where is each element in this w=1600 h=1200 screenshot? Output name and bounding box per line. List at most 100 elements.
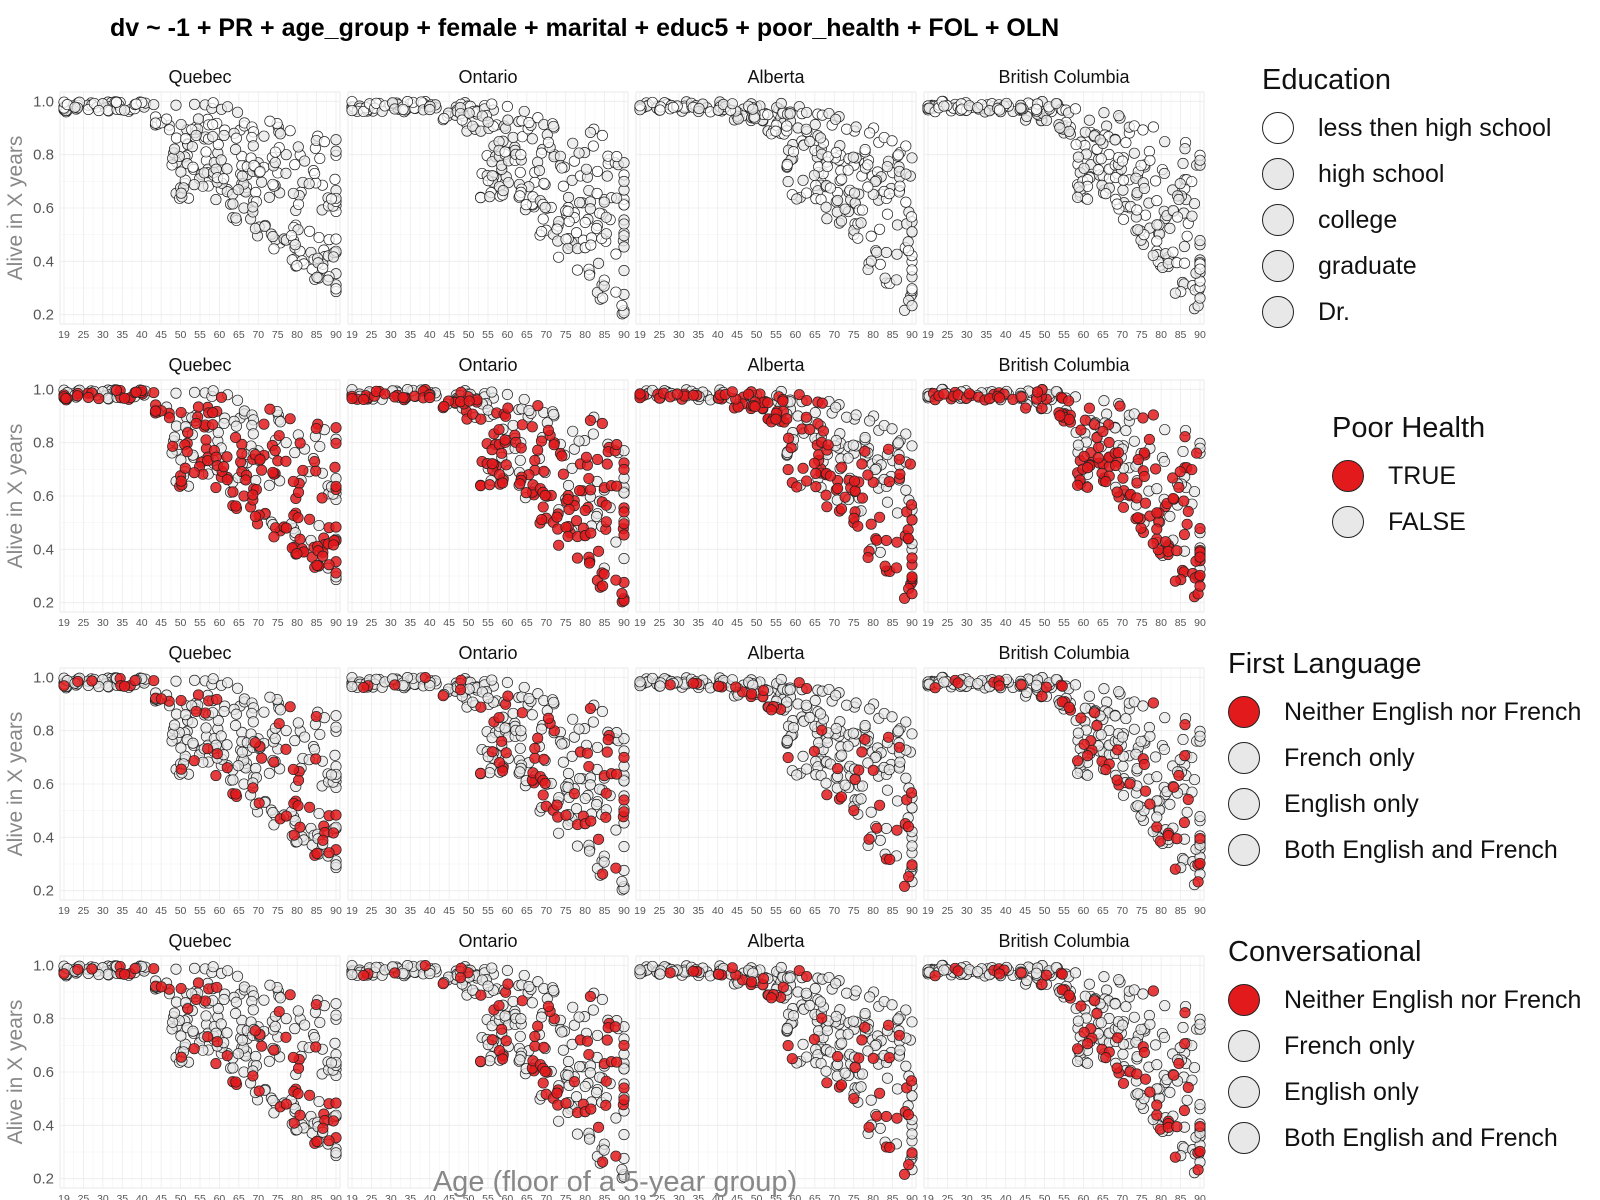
- data-point: [891, 795, 904, 807]
- x-tick-label: 80: [291, 329, 303, 341]
- y-tick-label: 0.2: [33, 883, 54, 900]
- data-point: [583, 760, 595, 773]
- data-point: [289, 159, 301, 171]
- data-point: [1188, 774, 1201, 786]
- data-point: [264, 403, 276, 415]
- data-point: [830, 113, 842, 125]
- data-point: [618, 553, 630, 565]
- y-tick-label: 0.4: [33, 1117, 54, 1134]
- data-point: [1095, 153, 1107, 165]
- data-point: [821, 213, 833, 225]
- data-point: [1082, 462, 1094, 474]
- y-tick-label: 0.6: [33, 200, 54, 217]
- data-point: [1116, 731, 1128, 743]
- data-point: [890, 562, 903, 574]
- x-tick-label: 75: [560, 329, 572, 341]
- data-point: [264, 979, 276, 991]
- data-point: [267, 178, 279, 190]
- data-point: [119, 104, 131, 116]
- data-point: [611, 1056, 623, 1068]
- data-point: [585, 527, 597, 539]
- data-point: [1081, 193, 1094, 205]
- data-point: [1072, 767, 1084, 779]
- data-point: [1132, 512, 1144, 524]
- data-point: [1194, 154, 1206, 166]
- data-point: [253, 1085, 265, 1097]
- x-tick-label: 25: [78, 329, 90, 341]
- data-point: [808, 457, 820, 469]
- x-tick-label: 75: [1136, 329, 1148, 341]
- data-point: [775, 673, 787, 685]
- data-point: [809, 695, 821, 707]
- x-tick-label: 80: [579, 617, 591, 629]
- data-point: [836, 1037, 848, 1049]
- data-point: [548, 408, 560, 420]
- data-point: [1088, 419, 1101, 431]
- data-point: [287, 475, 299, 487]
- data-point: [618, 265, 630, 277]
- data-point: [667, 101, 679, 113]
- x-tick-label: 80: [291, 905, 303, 917]
- data-point: [1015, 391, 1027, 403]
- data-point: [58, 680, 70, 692]
- data-point: [313, 231, 325, 244]
- data-point: [801, 763, 813, 775]
- data-point: [562, 1055, 575, 1068]
- data-point: [1135, 522, 1147, 534]
- data-point: [1063, 125, 1075, 137]
- data-point: [618, 241, 630, 253]
- data-point: [419, 672, 431, 684]
- data-point: [424, 104, 436, 116]
- data-point: [249, 1025, 261, 1037]
- data-point: [1192, 876, 1204, 888]
- data-point: [820, 201, 832, 213]
- data-point: [294, 533, 306, 545]
- data-point: [1109, 710, 1121, 722]
- data-point: [523, 116, 535, 129]
- data-point: [894, 756, 906, 768]
- data-point: [274, 416, 286, 428]
- data-point: [579, 216, 591, 228]
- data-point: [871, 534, 883, 546]
- data-point: [882, 731, 895, 743]
- x-tick-label: 35: [692, 617, 704, 629]
- data-point: [568, 443, 580, 455]
- data-point: [591, 1029, 604, 1041]
- x-tick-label: 85: [887, 329, 899, 341]
- x-tick-label: 60: [790, 617, 802, 629]
- data-point: [574, 773, 586, 785]
- data-point: [856, 746, 868, 758]
- data-point: [86, 963, 98, 975]
- x-tick-label: 80: [1155, 905, 1167, 917]
- x-tick-label: 35: [116, 905, 128, 917]
- data-point: [562, 479, 575, 492]
- x-tick-label: 70: [540, 329, 552, 341]
- data-point: [1075, 712, 1087, 724]
- data-point: [207, 131, 219, 143]
- data-point: [316, 492, 328, 504]
- data-point: [784, 684, 796, 696]
- data-point: [192, 689, 204, 701]
- data-point: [507, 419, 519, 431]
- data-point: [548, 439, 560, 451]
- data-point: [900, 196, 912, 208]
- data-point: [906, 571, 918, 583]
- y-tick-label: 0.8: [33, 435, 54, 452]
- data-point: [1194, 263, 1206, 275]
- data-point: [1030, 103, 1042, 115]
- data-point: [560, 1097, 572, 1109]
- data-point: [230, 500, 242, 512]
- x-tick-label: 19: [922, 905, 934, 917]
- data-point: [309, 167, 321, 180]
- data-point: [188, 962, 201, 974]
- data-point: [865, 255, 877, 267]
- data-point: [598, 1144, 610, 1156]
- data-point: [269, 146, 281, 158]
- data-point: [280, 437, 292, 449]
- data-point: [580, 163, 592, 175]
- data-point: [330, 480, 342, 492]
- data-point: [568, 1076, 580, 1088]
- data-point: [190, 705, 202, 717]
- x-tick-label: 85: [1175, 329, 1187, 341]
